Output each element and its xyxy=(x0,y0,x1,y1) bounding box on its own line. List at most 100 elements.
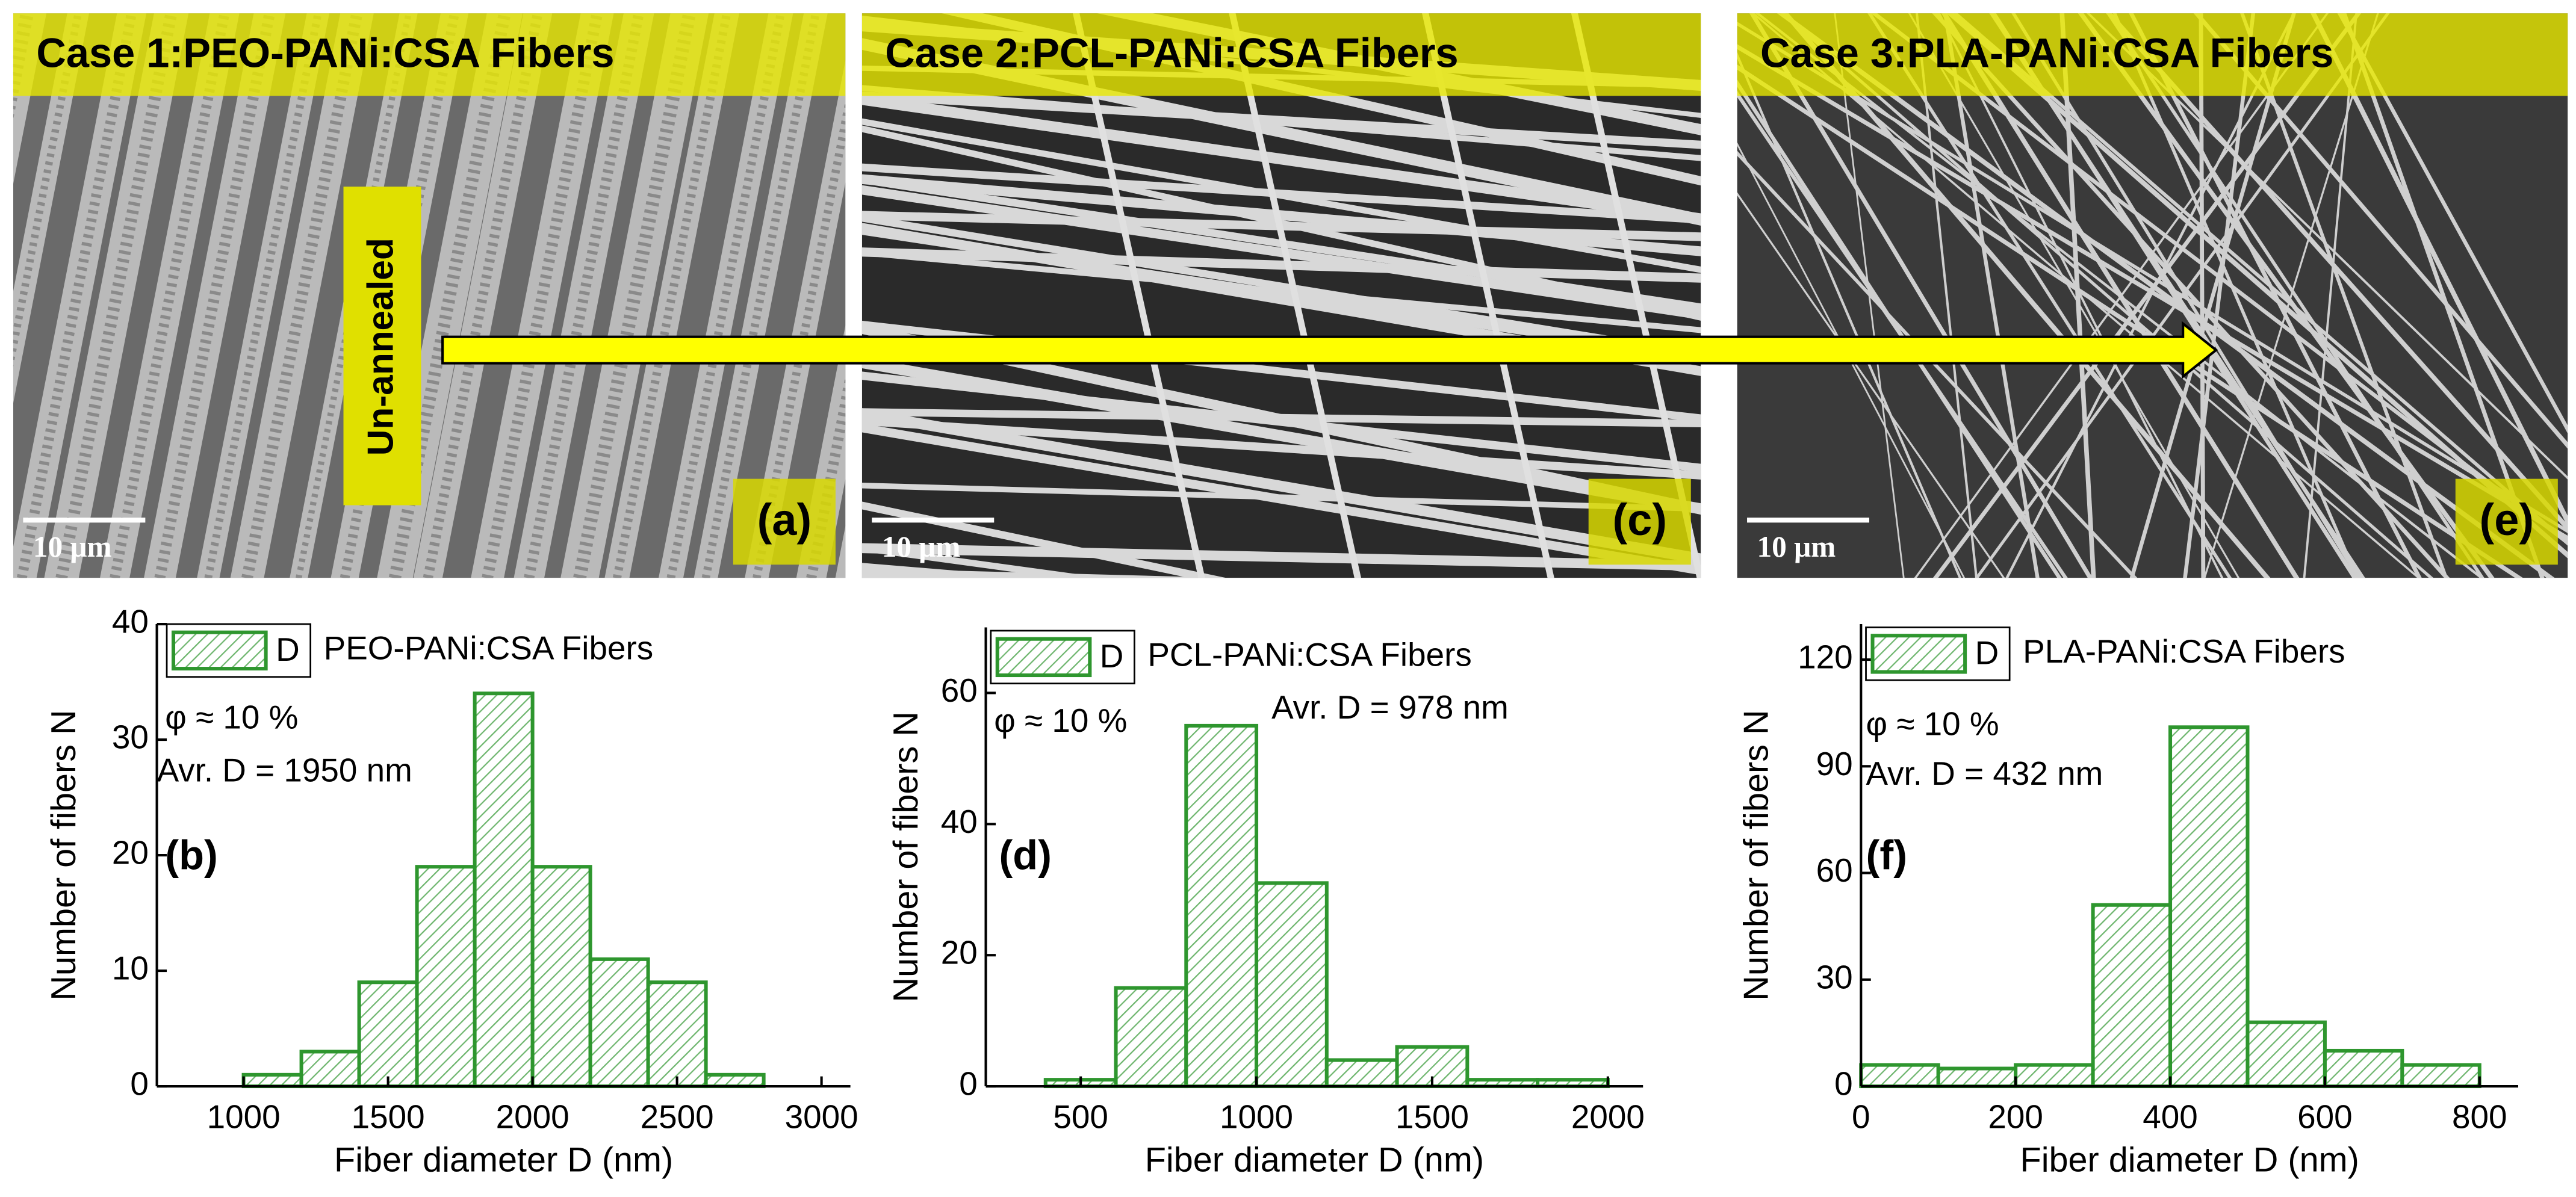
panel-title: Case 1:PEO-PANi:CSA Fibers xyxy=(36,30,614,76)
fiber-shade xyxy=(154,13,276,578)
fiber-shade xyxy=(296,13,412,578)
fiber-shade xyxy=(110,13,230,578)
fiber-shade xyxy=(666,13,786,578)
scale-bar-label: 10 μm xyxy=(1757,530,1836,563)
x-tick-label: 1000 xyxy=(207,1098,281,1135)
fiber xyxy=(861,545,1105,578)
annotation-box xyxy=(343,187,421,506)
fiber xyxy=(1908,13,2240,578)
panel-title: Case 2:PCL-PANi:CSA Fibers xyxy=(885,30,1458,76)
bar xyxy=(2400,1063,2481,1089)
panel-label-box xyxy=(2455,478,2558,565)
y-tick-label: 40 xyxy=(941,803,978,840)
fiber xyxy=(1932,13,2450,578)
fiber xyxy=(861,408,1701,564)
sem-image xyxy=(1737,13,2568,578)
panel-label-box xyxy=(1588,478,1691,565)
panel-label: (b) xyxy=(165,832,218,879)
fiber xyxy=(1737,90,2068,578)
fiber xyxy=(1834,13,1905,578)
annotation: φ ≈ 10 % xyxy=(1866,705,1999,743)
fiber-shade xyxy=(16,13,137,578)
panel-label: (d) xyxy=(999,832,1052,879)
bar xyxy=(357,980,419,1089)
fiber xyxy=(1749,13,2093,578)
fiber xyxy=(2005,13,2296,578)
fiber-shade xyxy=(55,13,178,578)
fiber xyxy=(1989,13,2365,578)
x-axis-title: Fiber diameter D (nm) xyxy=(334,1140,673,1179)
fiber xyxy=(2240,13,2448,578)
x-tick-label: 600 xyxy=(2297,1098,2353,1135)
bar xyxy=(1324,1058,1399,1089)
fiber xyxy=(1737,64,2523,578)
legend-text: PLA-PANi:CSA Fibers xyxy=(2023,633,2345,670)
bar xyxy=(1255,881,1329,1089)
fiber xyxy=(1737,150,2138,578)
annotation: Avr. D = 432 nm xyxy=(1866,755,2103,792)
fiber xyxy=(861,483,1701,512)
fiber xyxy=(1737,192,2005,578)
legend-swatch xyxy=(1870,634,1967,674)
y-tick-label: 60 xyxy=(1816,852,1853,889)
bar xyxy=(415,865,477,1089)
legend-swatch xyxy=(995,637,1092,678)
y-axis-title: Number of fibers N xyxy=(45,710,83,1000)
x-tick-label: 1500 xyxy=(1395,1098,1469,1135)
sem-image xyxy=(861,13,1701,578)
bar xyxy=(646,980,708,1089)
fiber xyxy=(861,416,1701,480)
fiber xyxy=(1777,13,2555,578)
fiber xyxy=(2303,13,2358,578)
fiber-shade xyxy=(573,13,697,578)
fiber xyxy=(2129,13,2422,578)
y-tick-label: 0 xyxy=(1834,1065,1853,1103)
fiber xyxy=(1937,13,2224,578)
legend-swatch xyxy=(171,630,268,671)
fiber xyxy=(2106,13,2484,578)
panel-title: Case 3:PLA-PANi:CSA Fibers xyxy=(1760,30,2333,76)
fiber xyxy=(1975,13,2390,578)
legend-label: D xyxy=(1975,634,1999,672)
fiber xyxy=(2199,13,2206,578)
scale-bar-label: 10 μm xyxy=(882,530,961,563)
fiber xyxy=(861,174,1701,256)
fiber xyxy=(2078,13,2495,578)
y-tick-label: 20 xyxy=(941,934,978,971)
panel-label: (c) xyxy=(1612,495,1667,545)
bar xyxy=(2091,903,2173,1089)
fiber xyxy=(1073,13,1205,578)
bar xyxy=(588,957,650,1089)
legend-text: PCL-PANi:CSA Fibers xyxy=(1147,636,1471,673)
fiber xyxy=(861,185,1701,320)
fiber xyxy=(861,247,1701,283)
bar xyxy=(1114,986,1188,1089)
fiber xyxy=(2059,13,2096,578)
y-tick-label: 0 xyxy=(130,1065,149,1103)
fiber xyxy=(2112,13,2359,578)
bar xyxy=(241,1072,303,1089)
fiber xyxy=(861,214,1701,359)
panel-label: (e) xyxy=(2480,495,2534,545)
x-axis-title: Fiber diameter D (nm) xyxy=(1145,1140,1484,1179)
panel-label-box xyxy=(733,478,836,565)
legend-box xyxy=(166,623,312,678)
fiber xyxy=(1932,13,2362,578)
x-tick-label: 1500 xyxy=(352,1098,425,1135)
fiber xyxy=(861,94,1701,224)
legend-box xyxy=(990,629,1135,685)
annotation: φ ≈ 10 % xyxy=(165,699,298,736)
fiber xyxy=(2203,13,2379,578)
fiber xyxy=(861,249,1701,333)
x-tick-label: 200 xyxy=(1988,1098,2043,1135)
bar xyxy=(299,1050,361,1089)
fiber xyxy=(1914,13,2329,578)
title-band xyxy=(13,13,846,96)
bar xyxy=(530,865,592,1089)
legend-label: D xyxy=(1100,637,1124,675)
fiber xyxy=(861,543,1701,571)
y-tick-label: 20 xyxy=(112,834,149,871)
y-tick-label: 90 xyxy=(1816,745,1853,782)
